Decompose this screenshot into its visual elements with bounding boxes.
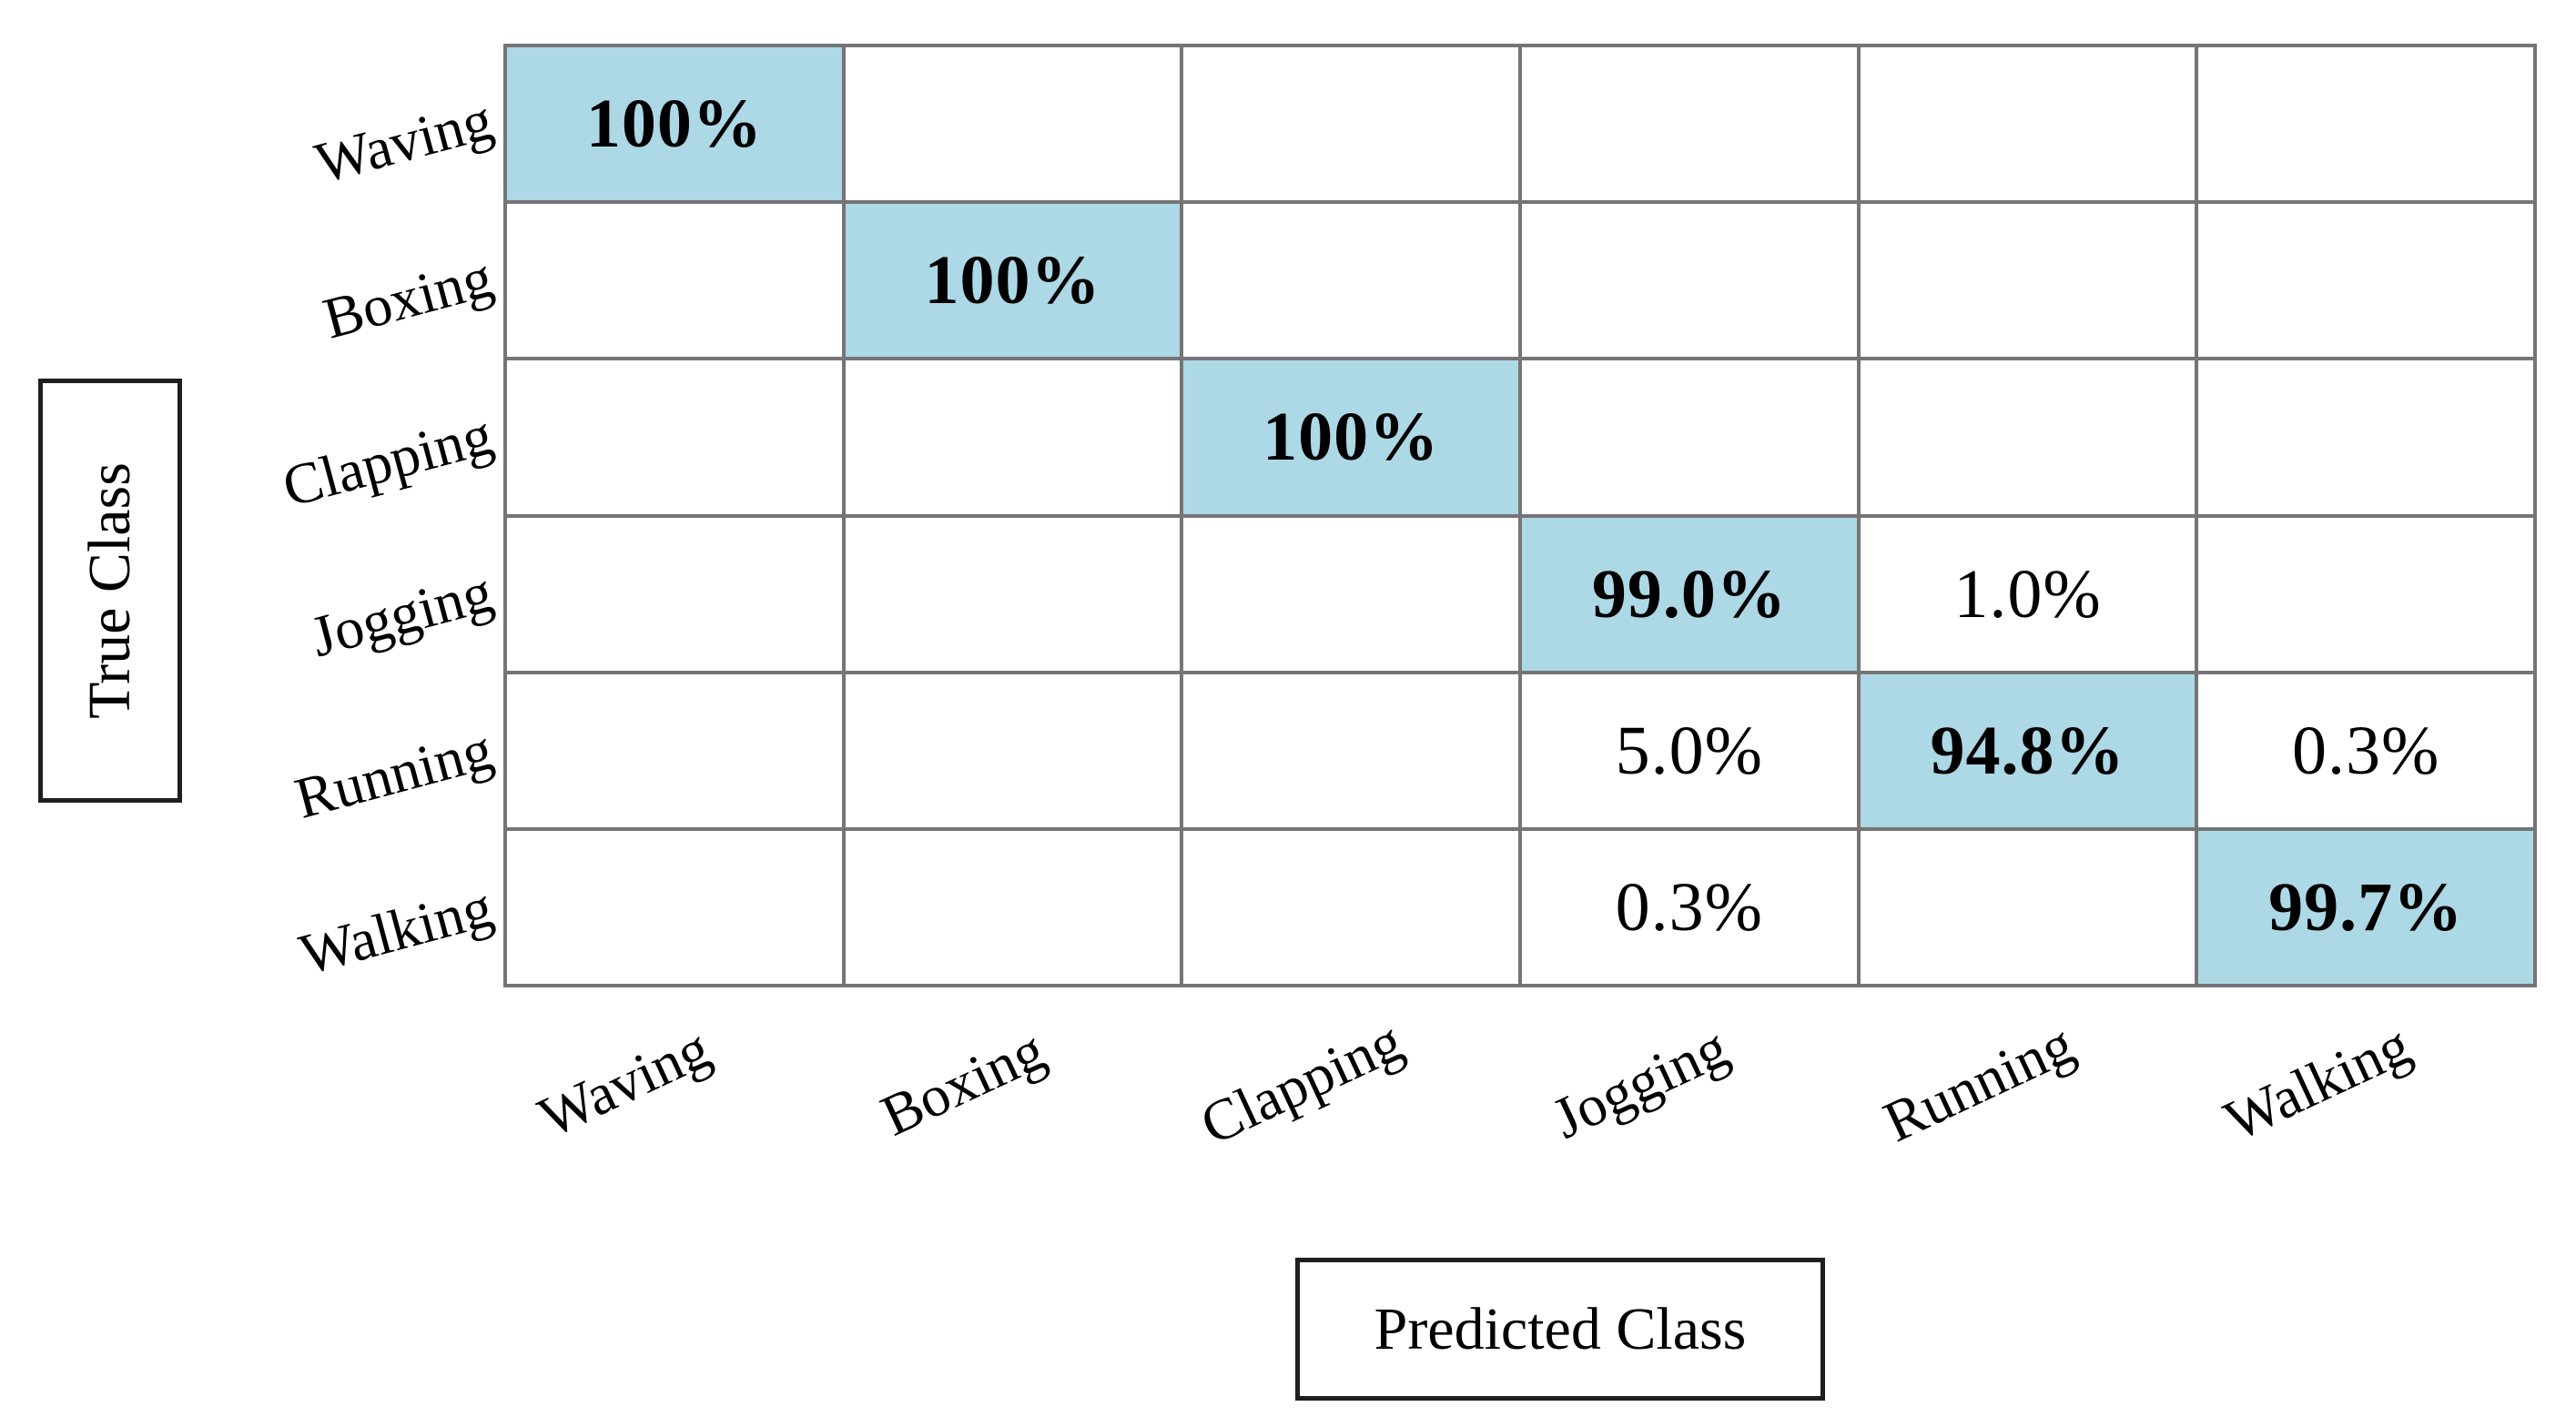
matrix-cell: 5.0% (1521, 673, 1857, 827)
matrix-cell (507, 517, 842, 671)
x-axis-label-box: Predicted Class (1295, 1258, 1825, 1401)
col-label-walking: Walking (2215, 1011, 2420, 1154)
col-label-boxing: Boxing (871, 1017, 1055, 1149)
matrix-cell: 100% (507, 47, 842, 201)
matrix-cell (507, 673, 842, 827)
matrix-cell (845, 47, 1181, 201)
matrix-cell (507, 830, 842, 984)
row-label-jogging: Jogging (304, 559, 500, 670)
matrix-cell (507, 360, 842, 514)
matrix-cell (1183, 517, 1518, 671)
matrix-cell (1860, 204, 2196, 358)
y-axis-label-box: True Class (38, 379, 182, 803)
matrix-cell: 0.3% (1521, 830, 1857, 984)
row-label-waving: Waving (309, 86, 500, 196)
matrix-cell (2198, 517, 2533, 671)
matrix-cell: 99.0% (1521, 517, 1857, 671)
matrix-cell (507, 204, 842, 358)
col-label-waving: Waving (529, 1015, 720, 1150)
matrix-cell (845, 673, 1181, 827)
x-axis-label: Predicted Class (1374, 1295, 1747, 1362)
matrix-cell (1183, 47, 1518, 201)
matrix-cell (1860, 830, 2196, 984)
matrix-cell (1521, 204, 1857, 358)
matrix-cell (2198, 360, 2533, 514)
matrix-cell (1183, 204, 1518, 358)
matrix-cell: 1.0% (1860, 517, 2196, 671)
matrix-cell: 0.3% (2198, 673, 2533, 827)
matrix-cell (1521, 47, 1857, 201)
matrix-cell (1860, 47, 2196, 201)
matrix-cell: 100% (845, 204, 1181, 358)
y-axis-label: True Class (76, 462, 144, 719)
matrix-cell (1183, 673, 1518, 827)
matrix-cell (2198, 47, 2533, 201)
confusion-matrix-grid: 100% 100% 100% 99.0% 1.0% 5.0% 94.8% 0.3% 0.3% 99… (503, 44, 2537, 987)
matrix-cell (845, 830, 1181, 984)
matrix-cell (2198, 204, 2533, 358)
matrix-cell (1183, 830, 1518, 984)
row-label-running: Running (288, 716, 500, 831)
col-label-running: Running (1873, 1010, 2084, 1155)
matrix-cell: 100% (1183, 360, 1518, 514)
matrix-cell: 99.7% (2198, 830, 2533, 984)
matrix-cell (1521, 360, 1857, 514)
row-label-boxing: Boxing (316, 244, 500, 351)
matrix-cell (845, 517, 1181, 671)
col-label-jogging: Jogging (1542, 1014, 1738, 1151)
matrix-cell (845, 360, 1181, 514)
row-label-walking: Walking (292, 874, 500, 987)
matrix-cell: 94.8% (1860, 673, 2196, 827)
row-label-clapping: Clapping (276, 401, 500, 520)
matrix-cell (1860, 360, 2196, 514)
col-label-clapping: Clapping (1191, 1007, 1413, 1158)
